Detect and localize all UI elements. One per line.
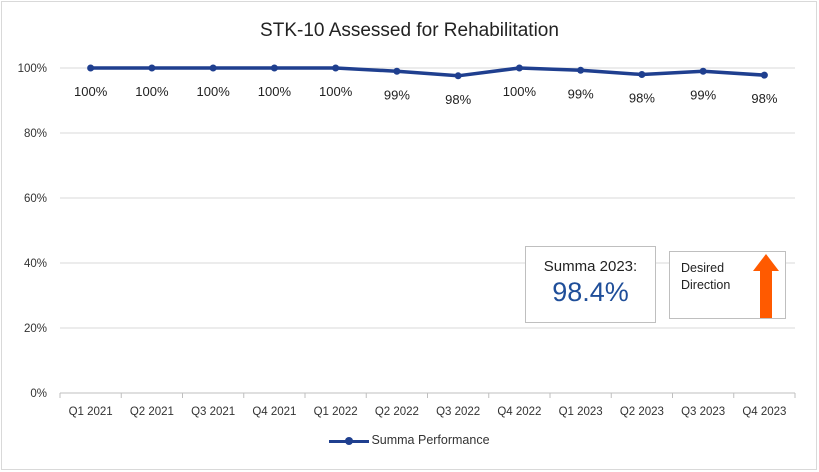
data-label: 100% [135, 84, 169, 99]
data-point [577, 66, 585, 74]
data-label: 100% [74, 84, 108, 99]
x-tick-label: Q4 2022 [497, 406, 541, 418]
data-point [699, 67, 707, 75]
y-tick-label: 40% [24, 258, 47, 270]
data-point [638, 71, 646, 78]
chart-title: STK-10 Assessed for Rehabilitation [260, 20, 559, 41]
y-tick-label: 0% [30, 388, 47, 400]
data-label: 99% [384, 87, 410, 102]
data-point [148, 64, 156, 72]
data-label: 99% [690, 87, 716, 102]
data-label: 98% [445, 92, 471, 107]
data-point [209, 64, 217, 72]
series-line [90, 66, 765, 78]
x-axis: Q1 2021 Q2 2021 Q3 2021 Q4 2021 Q1 2022 Q2 20… [59, 392, 796, 418]
x-tick-label: Q2 2023 [620, 406, 664, 418]
data-label: 100% [503, 84, 537, 99]
data-point [515, 64, 523, 72]
x-tick-label: Q4 2023 [742, 406, 786, 418]
arrow-up-icon [753, 254, 779, 318]
data-point [270, 64, 278, 72]
legend-swatch [329, 436, 370, 446]
x-tick-label: Q2 2021 [130, 406, 174, 418]
data-label: 98% [629, 91, 655, 106]
legend: Summa Performance [0, 433, 819, 447]
desired-direction-text: Desired Direction [681, 261, 731, 292]
summary-value: 98.4% [552, 277, 629, 307]
data-label: 100% [258, 84, 292, 99]
data-label: 100% [319, 84, 353, 99]
summary-box: Summa 2023: 98.4% [525, 246, 656, 323]
data-point [87, 64, 95, 72]
data-point [454, 72, 462, 80]
x-tick-label: Q4 2021 [252, 406, 296, 418]
x-tick-label: Q3 2021 [191, 406, 235, 418]
series-summa-performance [87, 64, 768, 80]
x-tick-label: Q1 2023 [559, 406, 603, 418]
legend-label: Summa Performance [371, 433, 490, 447]
data-labels: 100% 100% 100% 100% 100% 99% 98% 100% 99% 98% 99% 9… [74, 84, 778, 107]
data-label: 100% [197, 84, 231, 99]
summary-label: Summa 2023: [543, 258, 638, 275]
data-point [760, 71, 768, 79]
x-tick-label: Q2 2022 [375, 406, 419, 418]
x-tick-label: Q3 2022 [436, 406, 480, 418]
x-tick-label: Q1 2022 [314, 406, 358, 418]
x-tick-label: Q3 2023 [681, 406, 725, 418]
y-tick-label: 80% [24, 128, 47, 140]
y-tick-label: 60% [24, 193, 47, 205]
data-label: 99% [568, 86, 594, 101]
data-point [332, 64, 340, 72]
x-tick-label: Q1 2021 [69, 406, 113, 418]
data-point [393, 67, 401, 75]
desired-direction-box: Desired Direction [669, 251, 786, 319]
y-tick-label: 20% [24, 323, 47, 335]
data-label: 98% [751, 91, 777, 106]
y-axis-ticks: 0% 20% 40% 60% 80% 100% [18, 63, 47, 400]
y-tick-label: 100% [18, 63, 47, 75]
